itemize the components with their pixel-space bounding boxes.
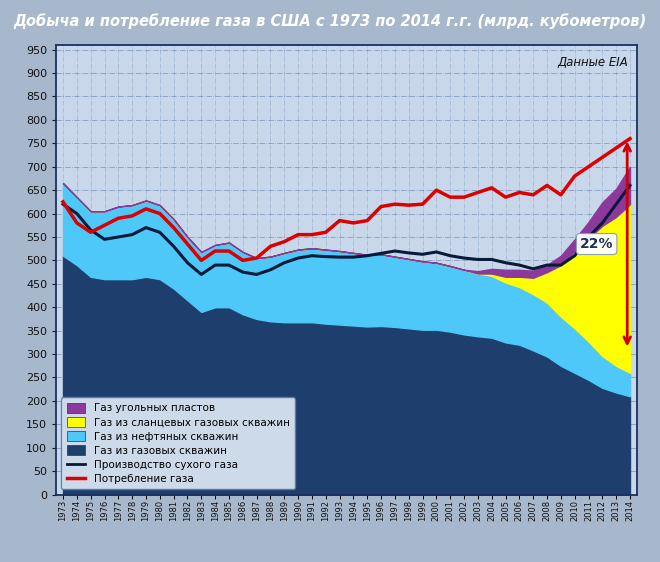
Legend: Газ угольных пластов, Газ из сланцевых газовых скважин, Газ из нефтяных скважин,: Газ угольных пластов, Газ из сланцевых г…: [61, 397, 295, 490]
Text: 22%: 22%: [580, 237, 613, 251]
Text: Данные EIA: Данные EIA: [558, 56, 628, 69]
Text: Добыча и потребление газа в США с 1973 по 2014 г.г. (млрд. кубометров): Добыча и потребление газа в США с 1973 п…: [13, 13, 647, 29]
